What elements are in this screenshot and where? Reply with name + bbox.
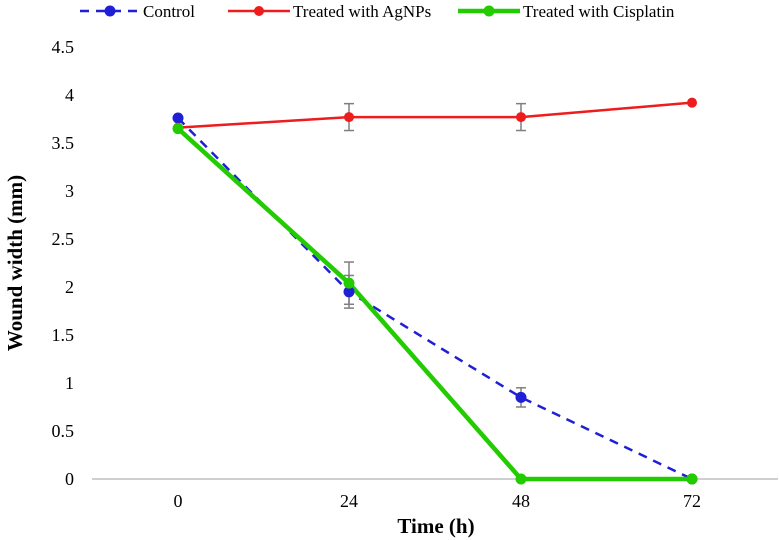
series-line-treated-with-agnps	[177, 101, 693, 129]
x-axis-title: Time (h)	[397, 514, 474, 538]
y-tick-label: 1	[65, 373, 74, 393]
x-tick-label: 48	[512, 491, 530, 511]
data-point-control	[172, 112, 184, 124]
legend-label-treated-with-agnps: Treated with AgNPs	[293, 2, 431, 21]
x-axis-ticks: 0 24 48 72	[174, 491, 702, 511]
legend-item-control: Control	[80, 2, 195, 21]
x-tick-label: 72	[683, 491, 701, 511]
data-point-control	[515, 391, 527, 403]
y-tick-label: 4.5	[52, 37, 75, 57]
y-tick-label: 0.5	[52, 421, 75, 441]
legend: Control Treated with AgNPs Treated with Ci…	[80, 2, 675, 21]
series-line-control	[177, 117, 693, 481]
series-points	[172, 97, 698, 485]
legend-marker-treated-with-cisplatin	[483, 5, 495, 17]
y-tick-label: 4	[65, 85, 74, 105]
legend-item-treated-with-cisplatin: Treated with Cisplatin	[458, 2, 675, 21]
y-tick-label: 3	[65, 181, 74, 201]
data-point-treated-with-cisplatin	[686, 473, 698, 485]
y-tick-label: 2.5	[52, 229, 75, 249]
y-axis-ticks: 0 0.5 1 1.5 2 2.5 3 3.5 4 4.5	[52, 37, 75, 489]
y-tick-label: 1.5	[52, 325, 75, 345]
data-point-treated-with-agnps	[687, 97, 697, 108]
data-point-control	[343, 286, 355, 298]
legend-marker-control	[104, 5, 116, 17]
y-tick-label: 3.5	[52, 133, 75, 153]
legend-label-treated-with-cisplatin: Treated with Cisplatin	[523, 2, 675, 21]
data-point-treated-with-agnps	[516, 112, 526, 123]
y-tick-label: 0	[65, 469, 74, 489]
legend-label-control: Control	[143, 2, 195, 21]
legend-marker-treated-with-agnps	[254, 6, 264, 16]
x-tick-label: 24	[340, 491, 358, 511]
error-bars	[344, 102, 526, 408]
data-point-treated-with-cisplatin	[515, 473, 527, 485]
legend-item-treated-with-agnps: Treated with AgNPs	[228, 2, 431, 21]
series-line-treated-with-cisplatin	[176, 126, 692, 482]
data-point-treated-with-cisplatin	[172, 123, 184, 135]
x-tick-label: 0	[174, 491, 183, 511]
y-tick-label: 2	[65, 277, 74, 297]
y-axis-title: Wound width (mm)	[3, 175, 27, 351]
series-lines	[176, 101, 693, 482]
data-point-treated-with-cisplatin	[343, 277, 355, 289]
data-point-treated-with-agnps	[344, 112, 354, 123]
